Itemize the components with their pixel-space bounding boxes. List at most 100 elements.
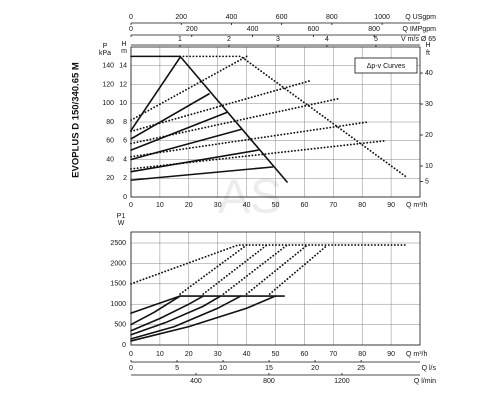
extra-axis-tick-label: 3 bbox=[276, 36, 280, 43]
y-tick-label: 10 bbox=[119, 100, 127, 107]
solid-curve bbox=[130, 93, 210, 140]
y2-tick-label: 30 bbox=[425, 101, 433, 108]
solid-curve bbox=[130, 295, 205, 332]
y-tick-label: 4 bbox=[123, 156, 127, 163]
dotted-curve bbox=[245, 244, 309, 295]
kpa-tick-label: 120 bbox=[102, 81, 114, 88]
kpa-tick-label: 80 bbox=[106, 119, 114, 126]
x-tick-label: 20 bbox=[185, 202, 193, 209]
x-tick-label: 10 bbox=[156, 351, 164, 358]
x-tick-label: 70 bbox=[329, 351, 337, 358]
extra-axis-tick-label: 1000 bbox=[374, 14, 390, 21]
x-axis-label: Q m³/h bbox=[406, 351, 427, 358]
extra-axis-tick-label: 800 bbox=[263, 378, 275, 385]
y-axis-label: H bbox=[121, 41, 126, 48]
extra-axis-tick-label: 4 bbox=[325, 36, 329, 43]
extra-axis-label: Q l/min bbox=[414, 378, 436, 385]
y2-tick-label: 40 bbox=[425, 70, 433, 77]
y-tick-label: 1000 bbox=[110, 301, 126, 308]
extra-axis-label: Q l/s bbox=[422, 365, 437, 372]
y-tick-label: 12 bbox=[119, 81, 127, 88]
extra-axis-tick-label: 20 bbox=[311, 365, 319, 372]
kpa-tick-label: 40 bbox=[106, 156, 114, 163]
y-tick-label: 0 bbox=[123, 194, 127, 201]
dotted-curve bbox=[222, 244, 288, 295]
annotation: Δp-v Curves bbox=[367, 63, 406, 70]
dotted-curve bbox=[130, 244, 407, 285]
x-tick-label: 30 bbox=[214, 351, 222, 358]
dotted-curve bbox=[130, 79, 312, 133]
extra-axis-tick-label: 10 bbox=[219, 365, 227, 372]
x-tick-label: 60 bbox=[301, 351, 309, 358]
y-axis-unit: W bbox=[118, 220, 125, 227]
x-tick-label: 50 bbox=[272, 351, 280, 358]
kpa-tick-label: 20 bbox=[106, 175, 114, 182]
extra-axis-tick-label: 5 bbox=[374, 36, 378, 43]
x-tick-label: 80 bbox=[358, 351, 366, 358]
solid-curve bbox=[130, 295, 242, 340]
dotted-curve bbox=[179, 244, 248, 295]
solid-curve bbox=[130, 295, 277, 342]
x-tick-label: 60 bbox=[301, 202, 309, 209]
plot-frame bbox=[130, 46, 421, 198]
solid-curve bbox=[130, 149, 259, 173]
x-tick-label: 20 bbox=[185, 351, 193, 358]
dotted-curve bbox=[130, 121, 369, 158]
extra-axis-tick-label: 600 bbox=[276, 14, 288, 21]
dotted-curve bbox=[130, 55, 248, 122]
solid-curve bbox=[130, 56, 181, 132]
y-tick-label: 500 bbox=[114, 321, 126, 328]
extra-axis-label: V m/s Ø 65 bbox=[401, 36, 436, 43]
y2-tick-label: 10 bbox=[425, 163, 433, 170]
extra-axis-tick-label: 400 bbox=[247, 26, 259, 33]
x-tick-label: 40 bbox=[243, 351, 251, 358]
dotted-curve bbox=[268, 244, 329, 295]
solid-curve bbox=[130, 295, 222, 336]
extra-axis-tick-label: 800 bbox=[368, 26, 380, 33]
dotted-curve bbox=[130, 97, 340, 145]
y-tick-label: 2000 bbox=[110, 260, 126, 267]
x-tick-label: 50 bbox=[272, 202, 280, 209]
extra-axis-label: Q IMPgpm bbox=[403, 26, 437, 33]
extra-axis-tick-label: 2 bbox=[227, 36, 231, 43]
x-tick-label: 0 bbox=[129, 202, 133, 209]
extra-axis-tick-label: 1 bbox=[178, 36, 182, 43]
x-tick-label: 40 bbox=[243, 202, 251, 209]
y-tick-label: 14 bbox=[119, 63, 127, 70]
extra-axis-tick-label: 400 bbox=[190, 378, 202, 385]
y-tick-label: 2 bbox=[123, 175, 127, 182]
dotted-curve bbox=[130, 139, 387, 170]
x-tick-label: 80 bbox=[358, 202, 366, 209]
y2-axis-label: H bbox=[425, 42, 430, 49]
solid-curve bbox=[130, 166, 274, 181]
extra-axis-label: Q USgpm bbox=[405, 14, 436, 21]
extra-axis-tick-label: 400 bbox=[226, 14, 238, 21]
solid-curve bbox=[130, 295, 181, 326]
y-tick-label: 1500 bbox=[110, 281, 126, 288]
x-axis-label: Q m³/h bbox=[406, 202, 427, 209]
y2-tick-label: 20 bbox=[425, 132, 433, 139]
extra-axis-tick-label: 15 bbox=[265, 365, 273, 372]
extra-axis-tick-label: 0 bbox=[129, 365, 133, 372]
y-tick-label: 2500 bbox=[110, 240, 126, 247]
kpa-axis-label: P bbox=[103, 43, 108, 50]
y-tick-label: 0 bbox=[122, 342, 126, 349]
x-tick-label: 90 bbox=[387, 202, 395, 209]
plot-frame bbox=[130, 231, 421, 346]
extra-axis-tick-label: 0 bbox=[129, 14, 133, 21]
y-tick-label: 6 bbox=[123, 138, 127, 145]
x-tick-label: 30 bbox=[214, 202, 222, 209]
extra-axis-tick-label: 1200 bbox=[334, 378, 350, 385]
y-tick-label: 8 bbox=[123, 119, 127, 126]
extra-axis-tick-label: 600 bbox=[307, 26, 319, 33]
extra-axis-tick-label: 800 bbox=[326, 14, 338, 21]
y-axis-unit: m bbox=[121, 48, 127, 55]
extra-axis-tick-label: 200 bbox=[175, 14, 187, 21]
x-tick-label: 10 bbox=[156, 202, 164, 209]
x-tick-label: 70 bbox=[329, 202, 337, 209]
solid-curve bbox=[130, 128, 242, 161]
kpa-tick-label: 100 bbox=[102, 100, 114, 107]
y2-tick-label: 5 bbox=[425, 178, 429, 185]
annotation-box bbox=[354, 57, 418, 74]
